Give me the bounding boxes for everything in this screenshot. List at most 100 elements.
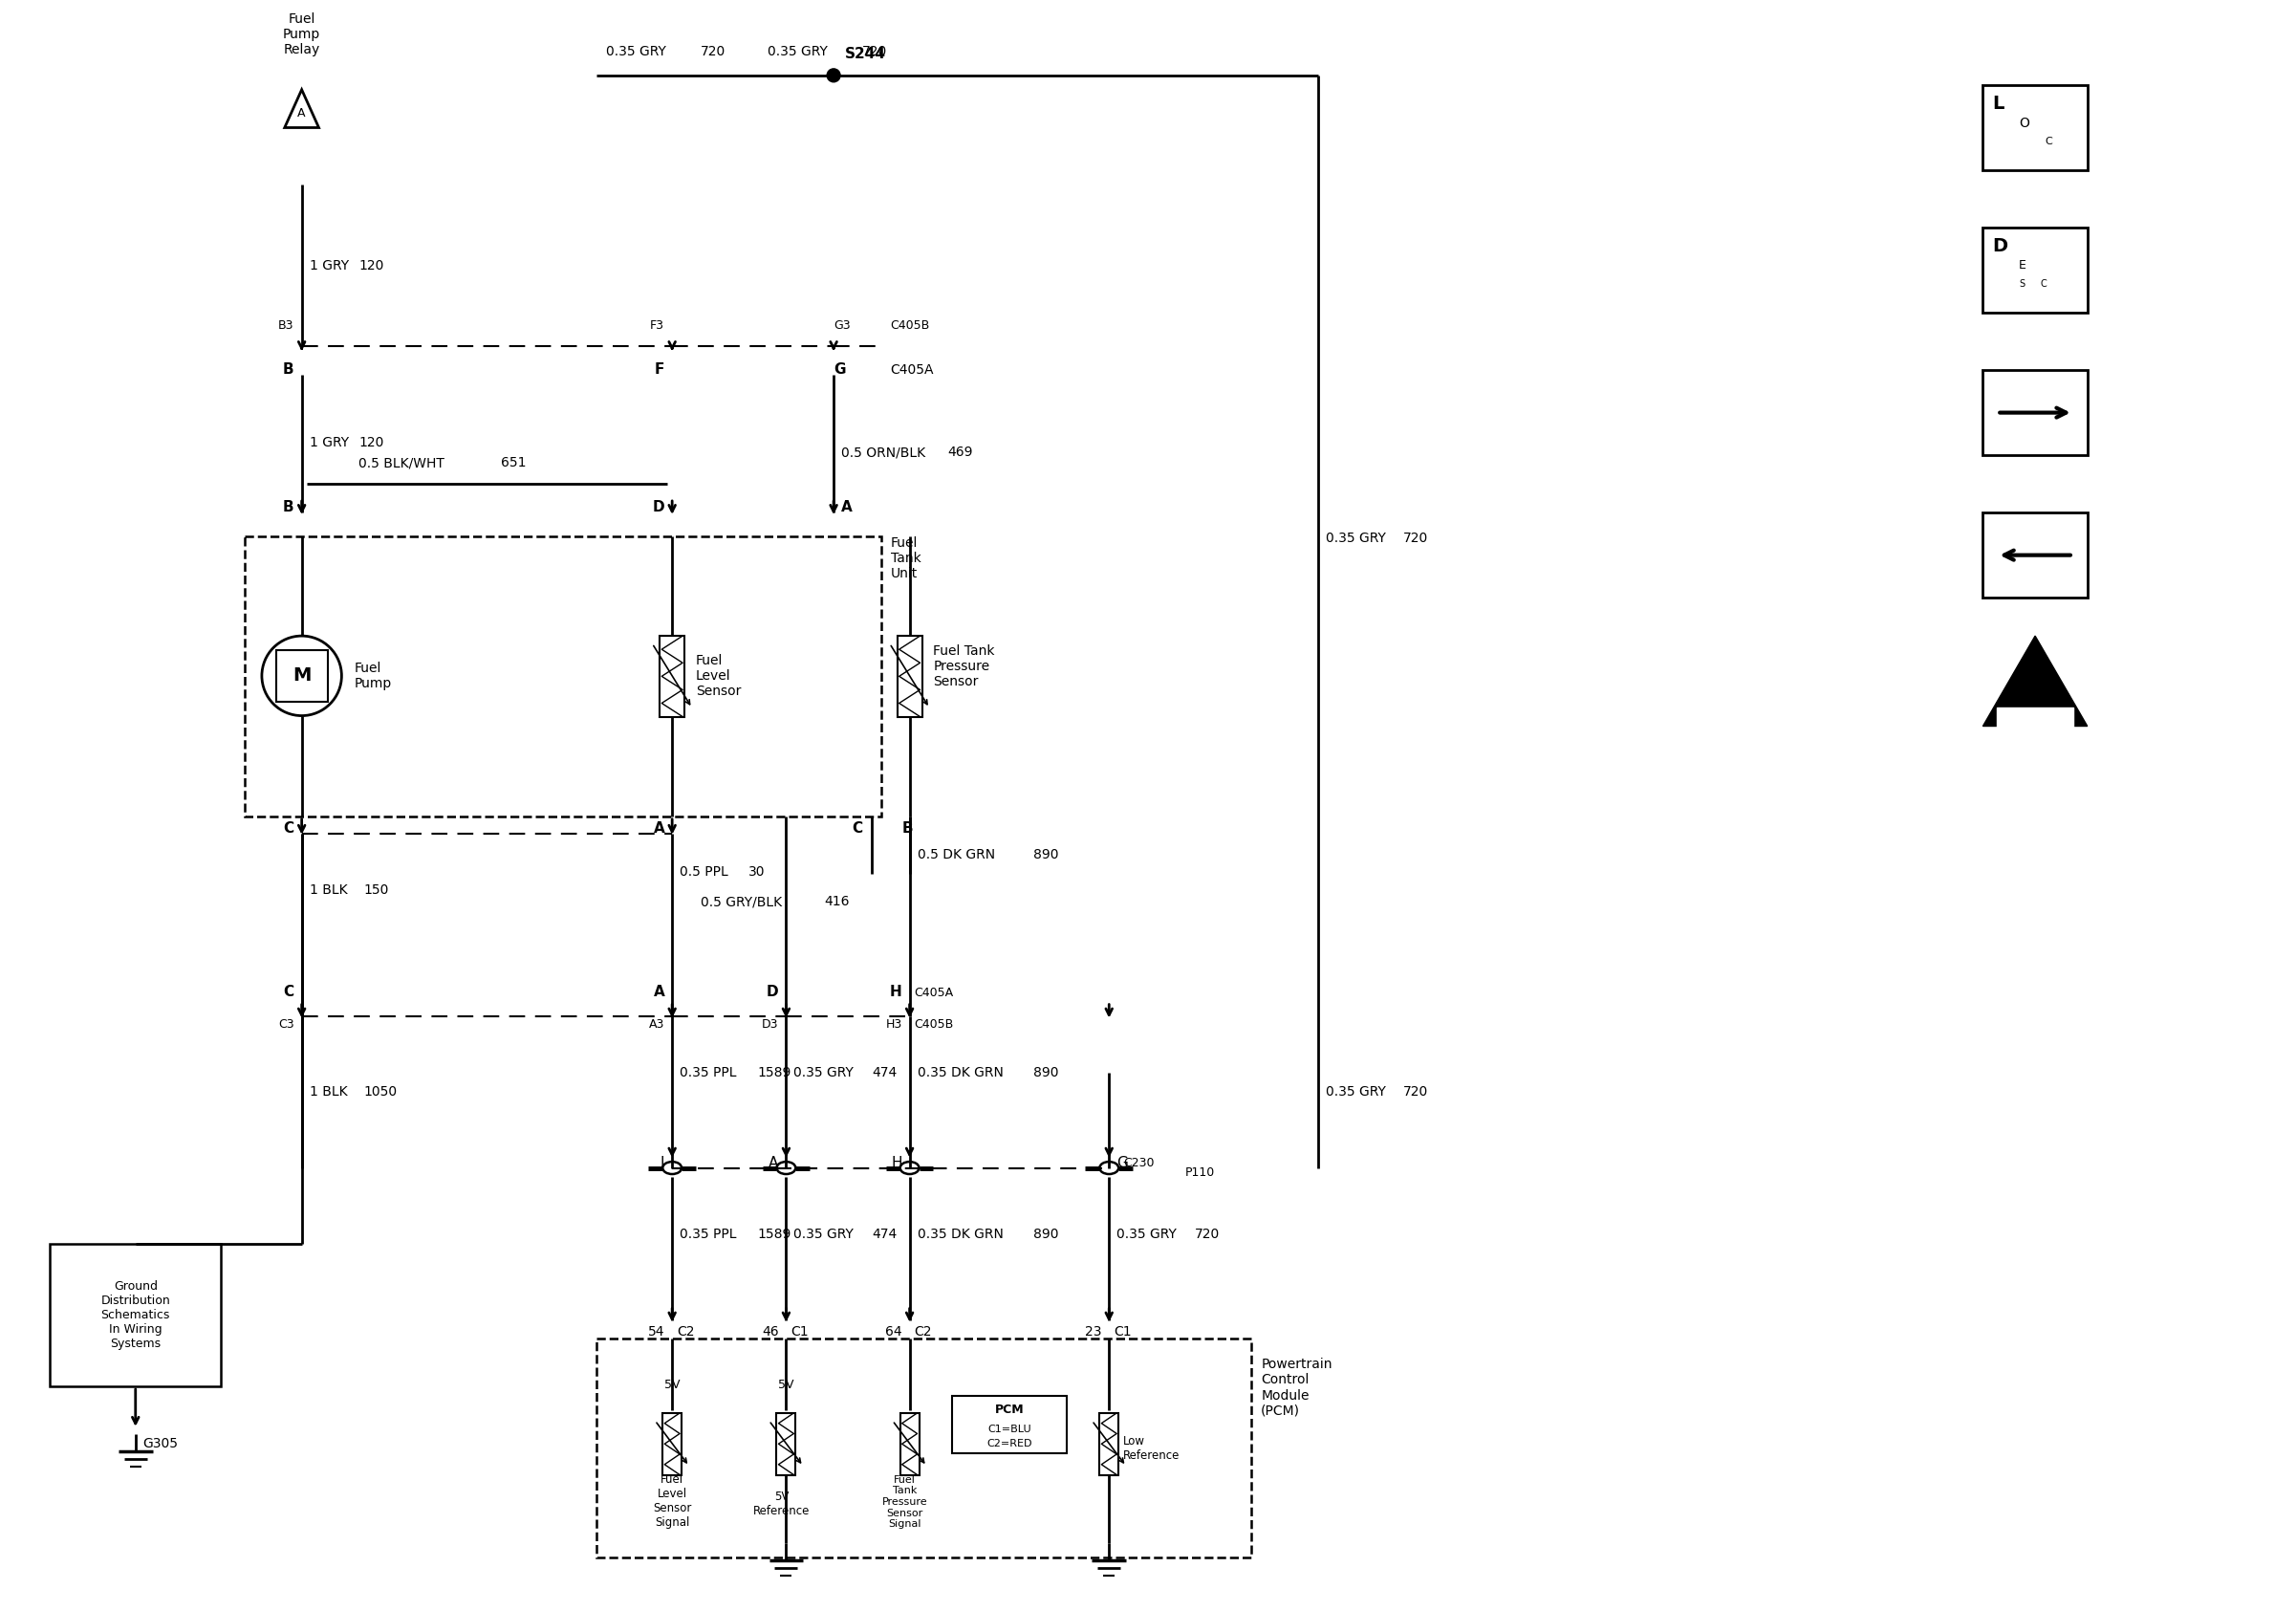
Text: 1 GRY: 1 GRY [310, 259, 349, 272]
Text: 120: 120 [358, 259, 383, 272]
Text: 64: 64 [886, 1324, 902, 1339]
Text: 30: 30 [748, 865, 765, 878]
Text: Powertrain
Control
Module
(PCM): Powertrain Control Module (PCM) [1261, 1358, 1332, 1418]
Text: H3: H3 [886, 1018, 902, 1031]
Text: 0.35 GRY: 0.35 GRY [794, 1228, 854, 1240]
Bar [246, 536, 882, 817]
Text: C1: C1 [1114, 1324, 1132, 1339]
Text: 150: 150 [363, 884, 388, 897]
Text: C405B: C405B [914, 1018, 953, 1031]
Text: Fuel
Pump: Fuel Pump [354, 662, 393, 690]
Text: 5V
Reference: 5V Reference [753, 1490, 810, 1518]
Text: E: E [2018, 259, 2027, 272]
Text: 1 BLK: 1 BLK [310, 1086, 347, 1099]
Bar [1984, 85, 2087, 171]
Text: C2=RED: C2=RED [987, 1439, 1031, 1448]
Text: C1: C1 [790, 1324, 808, 1339]
Text: 5V: 5V [778, 1379, 794, 1392]
Text: M: M [292, 667, 310, 685]
Text: 0.35 GRY: 0.35 GRY [1325, 1086, 1387, 1099]
Text: 0.35 GRY: 0.35 GRY [1116, 1228, 1178, 1240]
Text: A: A [769, 1157, 778, 1170]
Text: C405A: C405A [891, 362, 934, 377]
Bar [776, 1413, 797, 1474]
Bar [1984, 227, 2087, 313]
Text: Fuel
Tank
Pressure
Sensor
Signal: Fuel Tank Pressure Sensor Signal [882, 1476, 928, 1529]
Text: II: II [2032, 672, 2039, 685]
Text: O: O [2018, 116, 2030, 129]
Text: C: C [2046, 137, 2053, 147]
Text: 1 BLK: 1 BLK [310, 884, 347, 897]
Text: C230: C230 [1123, 1157, 1155, 1170]
Text: F: F [654, 362, 664, 377]
Text: Low
Reference: Low Reference [1123, 1435, 1180, 1461]
Text: 1 GRY: 1 GRY [310, 437, 349, 449]
Text: 1589: 1589 [758, 1228, 792, 1240]
Text: 0.35 GRY: 0.35 GRY [794, 1066, 854, 1079]
Text: 720: 720 [1403, 532, 1428, 545]
Text: C405B: C405B [891, 319, 930, 332]
Text: 1050: 1050 [363, 1086, 397, 1099]
Text: 416: 416 [824, 896, 850, 909]
Text: A: A [654, 822, 664, 836]
Text: G: G [1116, 1157, 1127, 1170]
Text: C: C [282, 984, 294, 999]
Text: S244: S244 [845, 47, 886, 61]
Text: B3: B3 [278, 319, 294, 332]
Text: Fuel Tank
Pressure
Sensor: Fuel Tank Pressure Sensor [934, 644, 994, 688]
Text: 469: 469 [948, 446, 974, 459]
Text: 120: 120 [358, 437, 383, 449]
Bar [1984, 512, 2087, 598]
Text: C3: C3 [278, 1018, 294, 1031]
Text: 54: 54 [647, 1324, 664, 1339]
Text: A: A [654, 984, 664, 999]
Text: 720: 720 [700, 45, 726, 58]
Text: C: C [852, 822, 861, 836]
Text: 474: 474 [872, 1228, 898, 1240]
Text: A: A [840, 501, 852, 516]
Text: 5V: 5V [664, 1379, 680, 1392]
Bar [953, 1395, 1065, 1453]
Text: 0.35 PPL: 0.35 PPL [680, 1066, 737, 1079]
Text: 890: 890 [1033, 1228, 1058, 1240]
Text: 0.5 BLK/WHT: 0.5 BLK/WHT [358, 456, 445, 470]
Text: 0.35 PPL: 0.35 PPL [680, 1228, 737, 1240]
Text: 651: 651 [501, 456, 526, 470]
Text: B: B [282, 362, 294, 377]
Text: 1589: 1589 [758, 1066, 792, 1079]
Text: G: G [833, 362, 845, 377]
Text: 0.5 PPL: 0.5 PPL [680, 865, 728, 878]
Bar [1984, 371, 2087, 456]
Text: 0.35 DK GRN: 0.35 DK GRN [916, 1066, 1003, 1079]
Text: 0.5 ORN/BLK: 0.5 ORN/BLK [840, 446, 925, 459]
Text: C1=BLU: C1=BLU [987, 1424, 1031, 1434]
Text: 0.35 GRY: 0.35 GRY [767, 45, 827, 58]
Text: B: B [282, 501, 294, 516]
Text: A: A [298, 108, 305, 119]
Text: D: D [1993, 237, 2007, 256]
Bar [898, 636, 923, 717]
Text: C2: C2 [677, 1324, 696, 1339]
Text: B: B [902, 822, 914, 836]
Text: C2: C2 [914, 1324, 932, 1339]
Circle shape [827, 69, 840, 82]
Bar [659, 636, 684, 717]
Text: G305: G305 [142, 1437, 179, 1450]
Text: 890: 890 [1033, 847, 1058, 862]
Bar [51, 1244, 220, 1387]
Text: D3: D3 [762, 1018, 778, 1031]
Text: Fuel
Level
Sensor: Fuel Level Sensor [696, 654, 742, 698]
Text: OBD II: OBD II [2023, 714, 2048, 722]
Text: 720: 720 [1403, 1086, 1428, 1099]
Text: PCM: PCM [994, 1403, 1024, 1416]
Bar [1998, 707, 2073, 728]
Text: 0.5 GRY/BLK: 0.5 GRY/BLK [700, 896, 783, 909]
Text: Fuel
Tank
Unit: Fuel Tank Unit [891, 536, 921, 580]
Text: 720: 720 [1194, 1228, 1219, 1240]
Text: C405A: C405A [914, 986, 953, 999]
Text: G3: G3 [833, 319, 850, 332]
Text: 474: 474 [872, 1066, 898, 1079]
Text: A3: A3 [650, 1018, 664, 1031]
Text: C: C [282, 822, 294, 836]
Text: Fuel
Level
Sensor
Signal: Fuel Level Sensor Signal [652, 1474, 691, 1529]
